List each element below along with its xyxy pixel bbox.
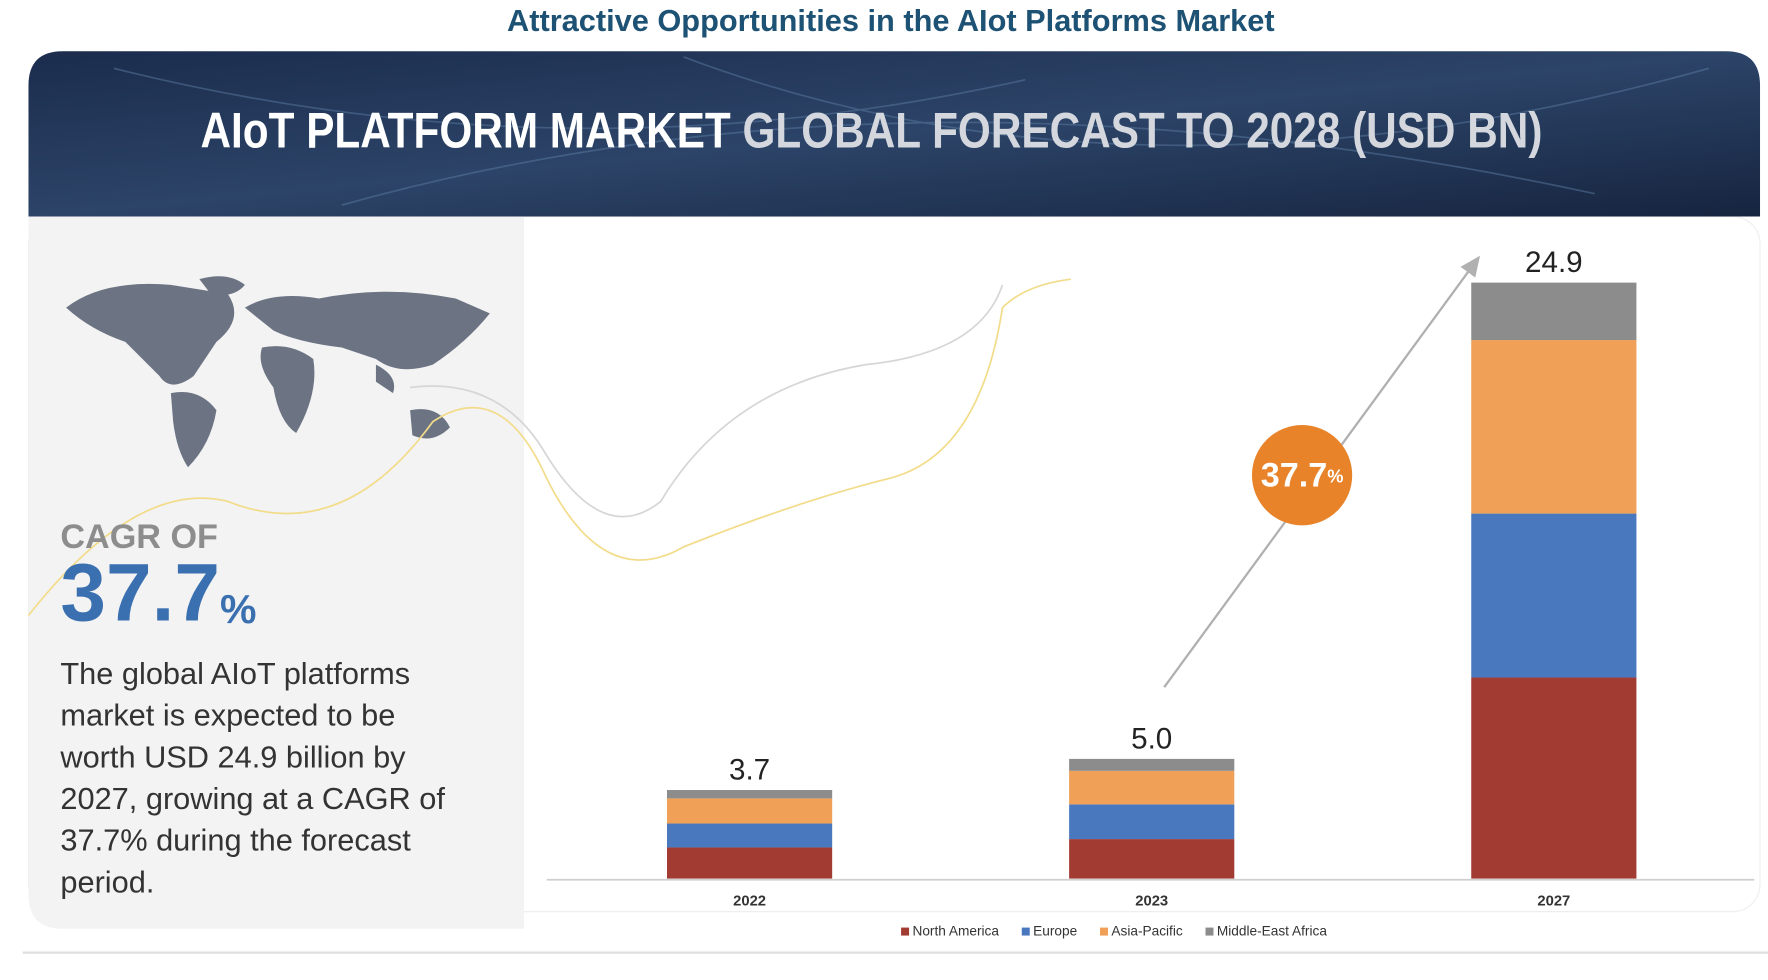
world-map (66, 276, 490, 468)
badge-unit: % (1327, 466, 1343, 486)
decor-curve (409, 284, 1004, 518)
legend-swatch (1021, 927, 1030, 936)
bar-segment (666, 798, 833, 824)
bar-segment (666, 847, 833, 879)
description-line: 2027, growing at a CAGR of (60, 781, 445, 816)
legend-swatch (1205, 927, 1214, 936)
total-label: 3.7 (729, 754, 770, 787)
cagr-unit: % (220, 586, 256, 632)
x-tick-label: 2023 (1135, 893, 1168, 909)
bar-segment (1471, 282, 1637, 341)
description-line: worth USD 24.9 billion by (59, 739, 406, 774)
total-label: 5.0 (1131, 723, 1172, 756)
bar-segment (666, 823, 833, 848)
total-label: 24.9 (1525, 246, 1583, 279)
badge-number: 37.7 (1261, 456, 1328, 494)
legend-swatch (1099, 927, 1108, 936)
cagr-number: 37.7 (60, 547, 220, 638)
left-panel (28, 216, 525, 929)
decor-curve (27, 278, 1071, 616)
banner-title-main: AIoT PLATFORM MARKET (200, 103, 731, 159)
bar-segment (666, 790, 833, 799)
plot: 3.7 2022 5.0 2023 24.9 2027 North America Europ… (666, 246, 1637, 939)
page-title: Attractive Opportunities in the AIot Pla… (507, 3, 1275, 38)
bar-segment (1471, 340, 1637, 514)
cagr-badge-text: 37.7% (1261, 456, 1344, 494)
bar-segment (1471, 513, 1637, 678)
description: The global AIoT platforms market is expec… (59, 656, 445, 900)
bar-segment (1069, 804, 1235, 840)
cagr-badge (1251, 425, 1353, 526)
banner-title: AIoT PLATFORM MARKET GLOBAL FORECAST TO … (200, 103, 1542, 159)
cagr-value: 37.7% (60, 547, 256, 638)
banner-decoration (113, 56, 1709, 206)
legend-label: North America (912, 924, 999, 939)
bar-segment (1069, 839, 1235, 879)
description-line: 37.7% during the forecast (60, 823, 411, 858)
description-line: period. (60, 864, 154, 899)
legend-label: Europe (1033, 924, 1077, 939)
x-tick-label: 2027 (1537, 893, 1570, 909)
legend-label: Asia-Pacific (1111, 924, 1182, 939)
cagr-label: CAGR OF (60, 518, 218, 556)
x-tick-label: 2022 (733, 893, 766, 909)
banner-title-rest: GLOBAL FORECAST TO 2028 (USD BN) (743, 103, 1543, 159)
legend-label: Middle-East Africa (1217, 924, 1327, 939)
bar-segment (1069, 770, 1235, 805)
description-line: market is expected to be (60, 698, 395, 733)
legend-swatch (901, 927, 910, 936)
bar-segment (1471, 677, 1637, 879)
description-line: The global AIoT platforms (60, 656, 410, 691)
bar-segment (1069, 758, 1235, 771)
